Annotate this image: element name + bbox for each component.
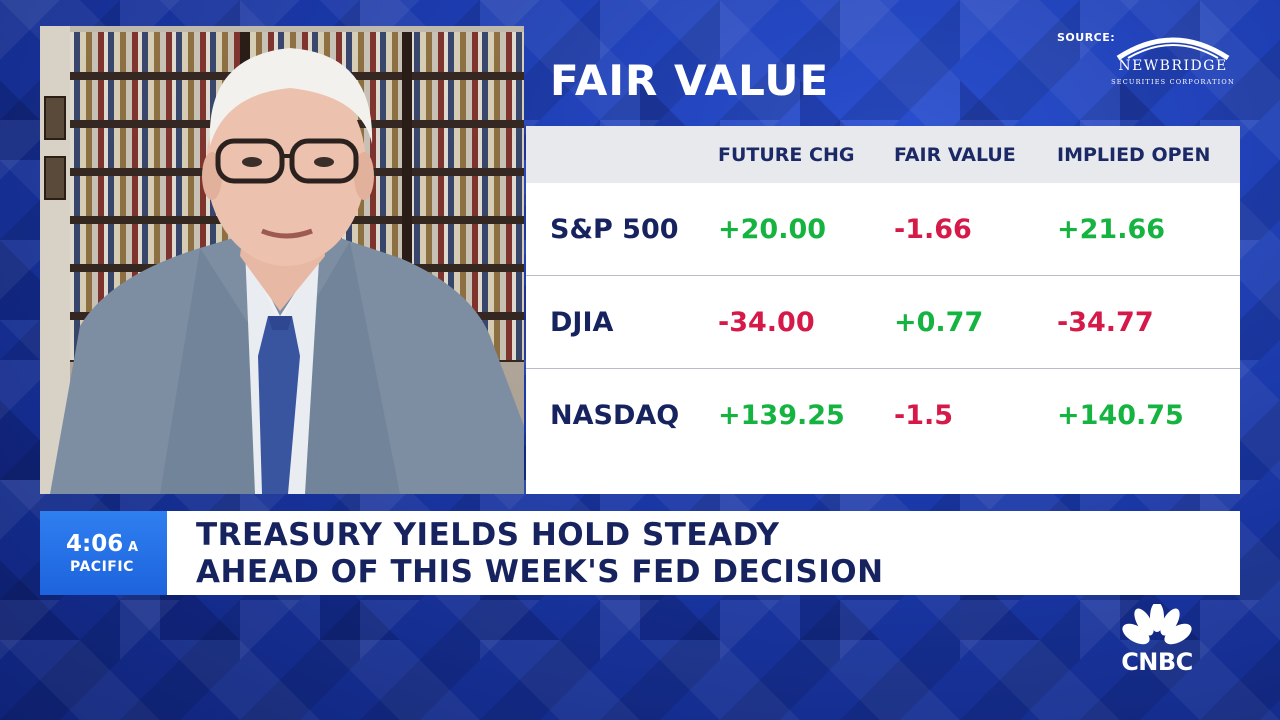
cnbc-wordmark: CNBC <box>1121 648 1193 676</box>
implied-open-value: -34.77 <box>1057 307 1154 338</box>
newbridge-logo: NEWBRIDGE SECURITIES CORPORATION <box>1104 28 1242 92</box>
timezone-label: PACIFIC <box>70 559 134 575</box>
table-header: FUTURE CHG FAIR VALUE IMPLIED OPEN <box>526 126 1240 183</box>
clock-am-pm: A <box>128 540 139 555</box>
time-box: 4:06 A PACIFIC <box>40 511 167 595</box>
table-row-sp500: S&P 500 +20.00 -1.66 +21.66 <box>526 183 1240 276</box>
future-chg-value: +139.25 <box>718 400 845 431</box>
peacock-icon <box>1122 604 1192 645</box>
header-fair-value: FAIR VALUE <box>894 144 1016 166</box>
future-chg-value: +20.00 <box>718 214 827 245</box>
panel-title: FAIR VALUE <box>550 56 830 105</box>
picture-frame <box>44 156 66 200</box>
implied-open-value: +140.75 <box>1057 400 1184 431</box>
lower-third-banner: 4:06 A PACIFIC TREASURY YIELDS HOLD STEA… <box>40 511 1240 595</box>
index-name: S&P 500 <box>550 214 679 245</box>
future-chg-value: -34.00 <box>718 307 815 338</box>
table-row-djia: DJIA -34.00 +0.77 -34.77 <box>526 276 1240 369</box>
index-name: DJIA <box>550 307 614 338</box>
headline-line-2: AHEAD OF THIS WEEK'S FED DECISION <box>196 554 884 590</box>
headline: TREASURY YIELDS HOLD STEADY AHEAD OF THI… <box>196 517 1226 591</box>
clock-time: 4:06 <box>66 531 124 557</box>
source-label: SOURCE: <box>1057 31 1116 44</box>
implied-open-value: +21.66 <box>1057 214 1166 245</box>
guest-video-feed <box>40 26 524 494</box>
cnbc-logo: CNBC <box>1110 604 1204 680</box>
fair-value-value: -1.5 <box>894 400 954 431</box>
headline-line-1: TREASURY YIELDS HOLD STEADY <box>196 517 780 553</box>
bridge-arch-icon <box>1116 37 1230 61</box>
guest-person <box>50 48 524 494</box>
fair-value-value: -1.66 <box>894 214 972 245</box>
index-name: NASDAQ <box>550 400 680 431</box>
logo-subtitle: SECURITIES CORPORATION <box>1111 78 1235 86</box>
logo-name: NEWBRIDGE <box>1118 58 1228 74</box>
header-implied-open: IMPLIED OPEN <box>1057 144 1211 166</box>
shelf-post <box>402 32 412 372</box>
header-future-chg: FUTURE CHG <box>718 144 855 166</box>
table-row-nasdaq: NASDAQ +139.25 -1.5 +140.75 <box>526 369 1240 461</box>
fair-value-value: +0.77 <box>894 307 984 338</box>
picture-frame <box>44 96 66 140</box>
fair-value-table: FUTURE CHG FAIR VALUE IMPLIED OPEN S&P 5… <box>526 126 1240 494</box>
